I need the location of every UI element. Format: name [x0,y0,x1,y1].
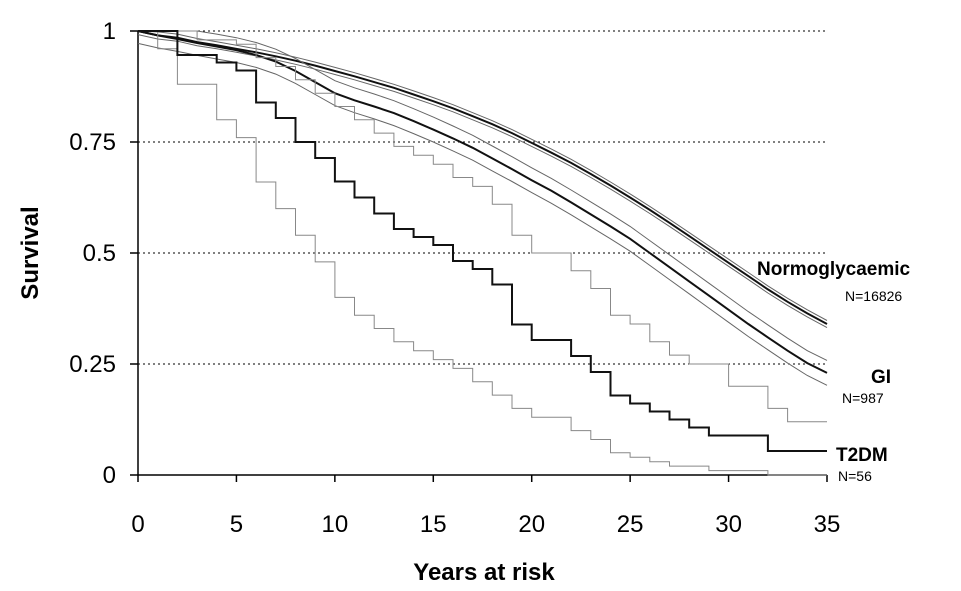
y-axis-title: Survival [17,206,44,299]
x-tick-label-7: 35 [814,511,841,538]
series-t2dm-line [138,30,827,452]
gridlines [138,30,827,365]
series-normoglycaemic-name-label: Normoglycaemic [757,259,911,280]
x-ticks: 0 5 10 15 20 25 30 35 [131,475,840,538]
series-normoglycaemic-n-label: N=16826 [845,288,902,304]
series-t2dm-n-label: N=56 [838,468,872,484]
x-tick-label-3: 15 [420,511,447,538]
series-t2dm-ci-lower [138,30,827,476]
series-t2dm-ci-upper [138,30,827,423]
series-gi-line [137,30,828,374]
x-tick-label-4: 20 [518,511,545,538]
series-normoglycaemic-ci-upper [137,30,828,321]
y-tick-label-0: 0 [103,462,116,489]
y-ticks: 0 0.25 0.5 0.75 1 [69,18,138,489]
x-tick-label-5: 25 [617,511,644,538]
series-gi-n-label: N=987 [842,390,884,406]
x-axis-title: Years at risk [413,559,555,586]
x-tick-label-6: 30 [715,511,742,538]
series-normoglycaemic-ci-lower [137,34,828,329]
series-normoglycaemic-line [137,30,828,325]
x-tick-label-1: 5 [230,511,243,538]
series-t2dm-name-label: T2DM [836,445,888,466]
series-gi-ci-lower [137,42,828,386]
series-labels: Normoglycaemic N=16826 GI N=987 T2DM N=56 [757,259,911,484]
y-tick-label-2: 0.5 [83,240,116,267]
x-tick-label-0: 0 [131,511,144,538]
series-gi-name-label: GI [871,367,891,388]
y-tick-label-3: 0.75 [69,129,116,156]
x-tick-label-2: 10 [322,511,349,538]
series-group [137,30,828,476]
series-gi-ci-upper [138,30,828,361]
y-tick-label-4: 1 [103,18,116,45]
y-tick-label-1: 0.25 [69,351,116,378]
